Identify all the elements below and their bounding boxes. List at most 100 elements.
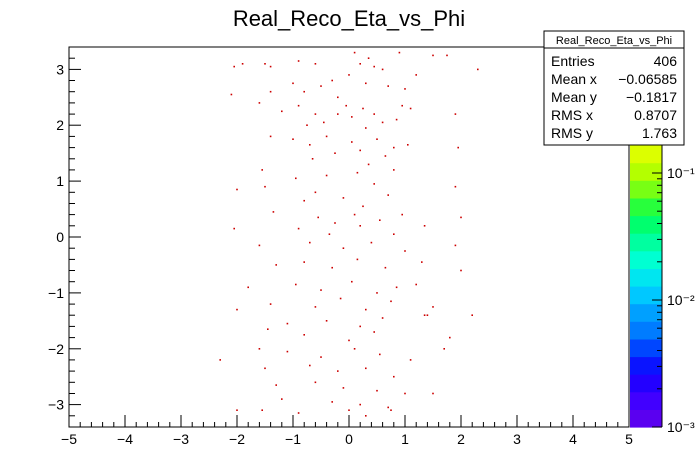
data-point: [376, 138, 378, 140]
data-point: [359, 63, 361, 65]
y-tick-label: 1: [56, 173, 64, 189]
color-scale-band: [630, 374, 662, 393]
y-tick-label: 0: [56, 229, 64, 245]
data-point: [275, 384, 277, 386]
stats-value-mean-x: −0.06585: [618, 71, 677, 87]
data-point: [303, 261, 305, 263]
data-point: [381, 68, 384, 71]
data-point: [286, 322, 289, 325]
data-point: [295, 177, 297, 180]
data-point: [219, 359, 221, 361]
data-point: [247, 286, 249, 289]
data-point: [393, 169, 395, 171]
data-point: [367, 57, 370, 59]
data-point: [359, 403, 361, 406]
data-point: [393, 146, 395, 149]
data-point: [351, 141, 353, 143]
statistics-box: Real_Reco_Eta_vs_Phi Entries 406 Mean x …: [543, 30, 685, 146]
data-point: [384, 266, 387, 269]
data-point: [356, 171, 359, 174]
stats-label-mean-x: Mean x: [551, 71, 597, 87]
x-tick-label: −1: [285, 431, 301, 447]
data-point: [323, 121, 325, 124]
data-point: [348, 339, 350, 342]
color-scale-band: [630, 409, 662, 428]
x-axis: −5 −4 −3 −2 −1 0 1 2 3 4 5: [61, 415, 633, 447]
y-tick-label: −2: [48, 341, 64, 357]
data-point: [353, 51, 356, 54]
data-point: [342, 197, 345, 199]
color-scale-band: [630, 215, 662, 234]
data-point: [353, 348, 356, 350]
x-tick-label: 1: [401, 431, 409, 447]
data-point: [297, 60, 300, 62]
x-tick-label: 4: [569, 431, 577, 447]
data-point: [269, 303, 272, 305]
stats-value-rms-x: 0.8707: [634, 107, 677, 123]
data-point: [353, 213, 356, 216]
data-point: [264, 63, 266, 65]
color-scale-band: [630, 356, 662, 375]
data-point: [409, 359, 412, 361]
data-point: [407, 144, 409, 146]
data-point: [258, 102, 261, 104]
color-scale-tick-label: 10⁻²: [667, 292, 695, 308]
data-point: [415, 283, 417, 286]
data-point: [367, 163, 370, 166]
data-point: [421, 261, 423, 263]
data-point: [272, 211, 275, 213]
data-point: [404, 250, 406, 252]
color-scale-tick-label: 10⁻³: [667, 419, 695, 435]
data-point: [331, 401, 333, 403]
data-point: [311, 158, 314, 160]
data-point: [395, 286, 398, 289]
data-point: [365, 308, 367, 311]
data-point: [348, 409, 350, 411]
stats-label-mean-y: Mean y: [551, 89, 597, 105]
color-scale-band: [630, 338, 662, 358]
data-point: [401, 104, 403, 107]
stats-box-title: Real_Reco_Eta_vs_Phi: [556, 35, 672, 47]
data-point: [331, 266, 333, 269]
data-point: [432, 54, 434, 57]
data-point: [267, 328, 269, 330]
stats-label-rms-y: RMS y: [551, 125, 593, 141]
data-point: [457, 146, 459, 149]
data-point: [309, 144, 311, 146]
data-point: [320, 289, 322, 291]
data-point: [342, 387, 345, 389]
data-point: [359, 225, 361, 227]
data-point: [443, 348, 445, 350]
data-point: [460, 269, 462, 272]
chart-title: Real_Reco_Eta_vs_Phi: [233, 6, 465, 31]
data-point: [426, 314, 429, 316]
data-point: [477, 68, 479, 71]
data-point: [362, 107, 364, 110]
data-point: [261, 169, 263, 171]
data-point: [264, 185, 266, 188]
x-tick-label: 5: [625, 431, 633, 447]
data-point: [337, 96, 339, 99]
data-point: [381, 121, 384, 124]
data-point: [258, 244, 261, 247]
data-point: [314, 113, 317, 115]
data-point: [365, 82, 367, 85]
stats-label-rms-x: RMS x: [551, 107, 593, 123]
data-point: [379, 219, 381, 221]
data-point: [423, 225, 426, 227]
data-point: [236, 308, 238, 311]
data-point: [359, 325, 361, 328]
data-point: [303, 90, 305, 93]
data-point: [395, 118, 398, 121]
data-point: [309, 364, 311, 367]
data-point: [303, 199, 305, 202]
data-point: [387, 406, 389, 409]
data-point: [404, 392, 406, 395]
data-point: [373, 113, 375, 115]
data-point: [314, 63, 317, 65]
data-point: [325, 174, 328, 177]
stats-value-entries: 406: [654, 53, 678, 69]
x-tick-label: −3: [173, 431, 189, 447]
stats-box-frame: [543, 30, 685, 146]
